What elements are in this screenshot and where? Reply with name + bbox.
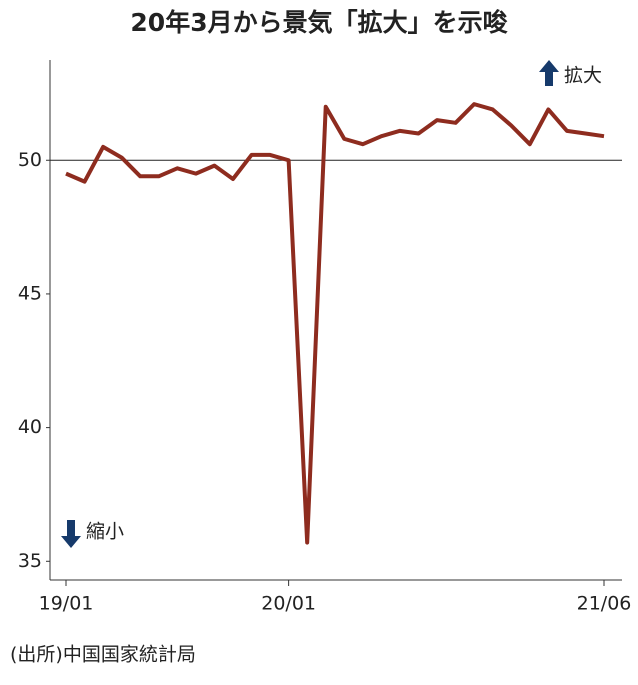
y-tick-label: 50 — [18, 149, 42, 171]
y-tick-label: 35 — [18, 550, 42, 572]
data-line — [65, 102, 605, 545]
chart-title: 20年3月から景気「拡大」を示唆 — [130, 8, 508, 37]
annotation-up: 拡大 — [564, 65, 602, 87]
y-tick-label: 40 — [18, 416, 42, 438]
x-tick-label: 19/01 — [39, 593, 94, 615]
annotation-down: 縮小 — [86, 521, 124, 543]
x-tick-label: 21/06 — [577, 593, 632, 615]
x-tick-label: 20/01 — [261, 593, 316, 615]
y-tick-label: 45 — [18, 282, 42, 304]
up-arrow — [539, 60, 559, 86]
source-note: (出所)中国国家統計局 — [10, 644, 196, 666]
down-arrow — [61, 520, 81, 548]
